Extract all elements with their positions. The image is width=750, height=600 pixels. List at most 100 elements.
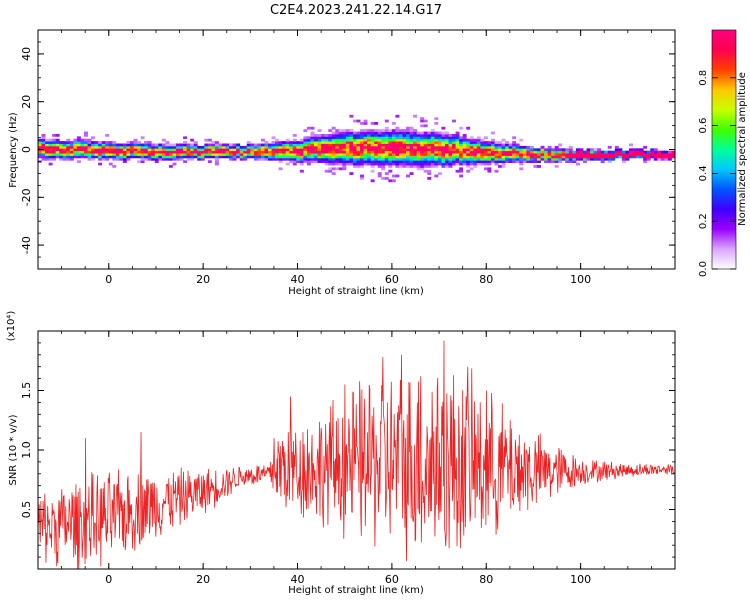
heatmap-cell <box>87 145 92 149</box>
heatmap-cell <box>352 165 357 168</box>
heatmap-cell <box>462 157 467 161</box>
heatmap-cell <box>108 155 113 159</box>
heatmap-cell <box>200 153 205 156</box>
heatmap-cell <box>147 150 152 154</box>
heatmap-cell <box>130 150 134 154</box>
heatmap-cell <box>402 141 407 144</box>
heatmap-cell <box>55 155 60 159</box>
heatmap-cell <box>137 148 142 152</box>
heatmap-cell <box>335 160 340 164</box>
heatmap-cell <box>501 143 506 147</box>
heatmap-cell <box>306 143 311 147</box>
heatmap-cell <box>582 157 587 161</box>
x-tick-label: 40 <box>291 573 305 586</box>
heatmap-cell <box>45 155 50 159</box>
heatmap-cell <box>105 145 110 149</box>
heatmap-cell <box>374 136 379 140</box>
heatmap-cell <box>211 153 216 156</box>
heatmap-cell <box>119 153 124 156</box>
heatmap-cell <box>264 150 269 154</box>
heatmap-cell <box>200 145 205 149</box>
heatmap-cell <box>271 145 276 149</box>
heatmap-cell <box>218 148 223 152</box>
heatmap-cell <box>462 133 467 137</box>
heatmap-cell <box>130 141 134 144</box>
heatmap-cell <box>183 150 188 154</box>
heatmap-cell <box>275 153 280 156</box>
heatmap-cell <box>55 153 60 156</box>
heatmap-cell <box>94 145 99 149</box>
heatmap-cell <box>69 153 74 156</box>
heatmap-cell <box>469 150 474 154</box>
heatmap-cell <box>384 160 389 164</box>
heatmap-cell <box>94 143 99 147</box>
heatmap-cell <box>466 148 471 152</box>
heatmap-cell <box>108 141 113 144</box>
heatmap-cell <box>292 157 297 161</box>
heatmap-cell <box>69 143 74 147</box>
heatmap-cell <box>480 150 485 154</box>
heatmap-cell <box>416 162 421 166</box>
heatmap-cell <box>377 150 382 154</box>
heatmap-cell <box>561 157 566 161</box>
heatmap-cell <box>140 153 145 156</box>
heatmap-cell <box>423 119 428 123</box>
heatmap-cell <box>154 160 159 164</box>
heatmap-cell <box>172 162 177 166</box>
heatmap-cell <box>363 138 368 142</box>
heatmap-cell <box>91 141 96 144</box>
heatmap-cell <box>420 119 425 123</box>
heatmap-cell <box>430 162 435 166</box>
heatmap-cell <box>324 162 329 166</box>
heatmap-cell <box>628 153 633 156</box>
heatmap-cell <box>459 174 464 178</box>
spectrogram-y-axis-label: Frequency (Hz) <box>8 112 19 188</box>
heatmap-cell <box>321 157 326 161</box>
heatmap-cell <box>222 155 226 159</box>
heatmap-cell <box>140 143 145 147</box>
heatmap-cell <box>466 165 471 168</box>
heatmap-cell <box>427 143 432 147</box>
heatmap-cell <box>462 160 467 164</box>
heatmap-cell <box>455 145 460 149</box>
heatmap-cell <box>200 157 205 161</box>
heatmap-cell <box>190 143 195 147</box>
heatmap-cell <box>480 148 485 152</box>
heatmap-cell <box>413 165 418 168</box>
heatmap-cell <box>80 155 85 159</box>
heatmap-cell <box>321 138 326 142</box>
heatmap-cell <box>275 143 280 147</box>
heatmap-cell <box>370 157 375 161</box>
heatmap-cell <box>41 153 46 156</box>
heatmap-cell <box>547 160 552 164</box>
heatmap-cell <box>384 119 389 123</box>
heatmap-cell <box>611 157 616 161</box>
heatmap-cell <box>381 133 386 137</box>
heatmap-cell <box>62 153 67 156</box>
heatmap-cell <box>87 153 92 156</box>
heatmap-cell <box>367 148 372 152</box>
heatmap-cell <box>480 138 485 142</box>
heatmap-cell <box>41 155 46 159</box>
heatmap-cell <box>391 141 396 144</box>
heatmap-cell <box>590 155 595 159</box>
heatmap-cell <box>176 150 180 154</box>
heatmap-cell <box>66 141 71 144</box>
colorbar-frame <box>711 29 737 270</box>
heatmap-cell <box>133 155 138 159</box>
heatmap-cell <box>48 148 53 152</box>
heatmap-cell <box>413 153 418 156</box>
heatmap-cell <box>526 145 531 149</box>
heatmap-cell <box>621 150 626 154</box>
heatmap-cell <box>314 138 318 142</box>
heatmap-cell <box>575 155 580 159</box>
heatmap-cell <box>239 157 244 161</box>
heatmap-cell <box>360 148 364 152</box>
heatmap-cell <box>558 150 563 154</box>
heatmap-cell <box>122 157 127 161</box>
heatmap-cell <box>168 143 173 147</box>
heatmap-cell <box>282 155 287 159</box>
heatmap-cell <box>377 133 382 137</box>
heatmap-cell <box>115 155 120 159</box>
heatmap-cell <box>473 141 478 144</box>
